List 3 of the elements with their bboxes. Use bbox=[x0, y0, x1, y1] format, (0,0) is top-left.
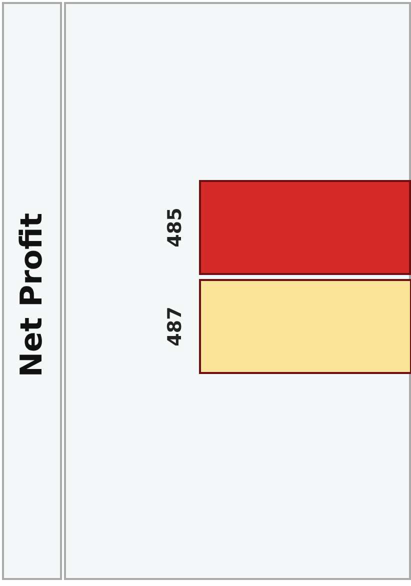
data-label: 487 bbox=[164, 306, 186, 346]
data-label: 485 bbox=[164, 208, 186, 248]
text: Net Profit bbox=[14, 212, 50, 378]
